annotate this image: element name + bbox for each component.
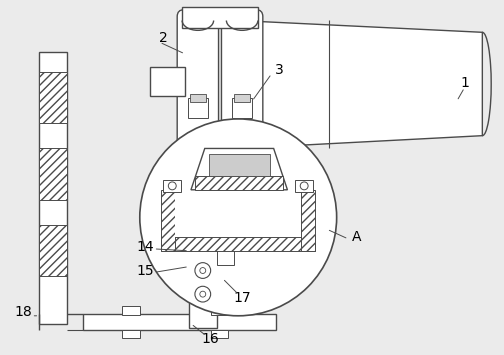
Bar bbox=[232, 98, 252, 118]
Bar bbox=[39, 52, 67, 324]
Bar bbox=[182, 7, 258, 28]
Bar bbox=[301, 190, 315, 251]
Bar bbox=[150, 67, 185, 96]
Bar bbox=[161, 190, 175, 251]
Circle shape bbox=[200, 291, 206, 297]
Text: 3: 3 bbox=[275, 63, 284, 77]
Circle shape bbox=[195, 263, 211, 278]
Circle shape bbox=[300, 182, 308, 190]
Bar bbox=[163, 180, 181, 192]
Bar bbox=[189, 251, 217, 328]
Text: 16: 16 bbox=[202, 332, 220, 346]
Text: A: A bbox=[352, 230, 361, 244]
Bar bbox=[190, 94, 206, 102]
Bar bbox=[161, 237, 315, 251]
Circle shape bbox=[200, 268, 206, 273]
Circle shape bbox=[168, 182, 176, 190]
FancyBboxPatch shape bbox=[221, 10, 263, 155]
Bar bbox=[122, 329, 140, 338]
Bar bbox=[83, 314, 276, 329]
Text: 15: 15 bbox=[137, 263, 155, 278]
Bar bbox=[39, 72, 67, 123]
Bar bbox=[122, 306, 140, 315]
Text: 2: 2 bbox=[159, 31, 168, 45]
Bar bbox=[234, 94, 250, 102]
Bar bbox=[175, 190, 301, 237]
Text: 18: 18 bbox=[15, 305, 32, 319]
Polygon shape bbox=[191, 148, 287, 190]
Polygon shape bbox=[238, 21, 482, 148]
Bar bbox=[188, 98, 208, 118]
Bar bbox=[211, 329, 228, 338]
Text: 1: 1 bbox=[460, 76, 469, 91]
Bar bbox=[195, 176, 283, 190]
Bar bbox=[209, 154, 270, 176]
Bar bbox=[211, 306, 228, 315]
Circle shape bbox=[195, 286, 211, 302]
Bar bbox=[39, 148, 67, 200]
Bar bbox=[39, 225, 67, 277]
Text: 14: 14 bbox=[137, 240, 155, 254]
FancyBboxPatch shape bbox=[177, 10, 219, 155]
Bar bbox=[217, 247, 234, 264]
Bar bbox=[295, 180, 313, 192]
Text: 17: 17 bbox=[233, 291, 251, 305]
Circle shape bbox=[140, 119, 337, 316]
